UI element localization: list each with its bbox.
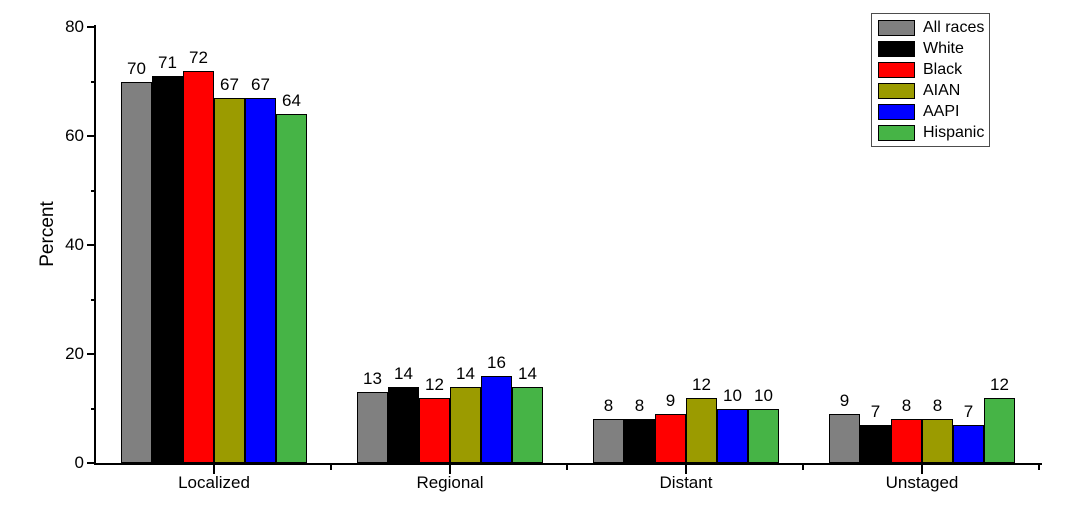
y-axis-major-tick bbox=[87, 26, 96, 28]
bar-hispanic bbox=[276, 114, 307, 463]
bar-value-label: 12 bbox=[692, 374, 711, 394]
legend-swatch bbox=[878, 19, 915, 36]
bar-black bbox=[891, 419, 922, 463]
bar-white bbox=[624, 419, 655, 463]
bar-value-label: 10 bbox=[754, 385, 773, 405]
bar-all-races bbox=[593, 419, 624, 463]
y-axis-tick-label: 40 bbox=[65, 235, 84, 254]
legend-swatch bbox=[878, 103, 915, 120]
category-label: Localized bbox=[178, 473, 250, 492]
bar-white bbox=[388, 386, 419, 463]
x-axis-major-tick bbox=[685, 465, 687, 474]
bar-value-label: 67 bbox=[251, 74, 270, 94]
legend-swatch bbox=[878, 124, 915, 141]
category-label: Unstaged bbox=[885, 473, 959, 492]
y-axis-major-tick bbox=[87, 244, 96, 246]
legend-item: Black bbox=[878, 59, 984, 80]
bar-value-label: 8 bbox=[603, 396, 614, 416]
x-axis-minor-tick bbox=[802, 465, 804, 470]
bar-aapi bbox=[717, 408, 748, 463]
bar-white bbox=[152, 76, 183, 463]
y-axis-major-tick bbox=[87, 135, 96, 137]
legend-item-label: White bbox=[923, 39, 964, 57]
bar-all-races bbox=[829, 413, 860, 463]
y-axis-minor-tick bbox=[91, 189, 96, 192]
bar-value-label: 12 bbox=[990, 374, 1009, 394]
bar-all-races bbox=[121, 81, 152, 463]
y-axis-tick-label: 60 bbox=[65, 126, 84, 145]
bar-value-label: 13 bbox=[363, 369, 382, 389]
bar-value-label: 14 bbox=[518, 363, 537, 383]
y-axis-title: Percent bbox=[37, 201, 58, 267]
x-axis-major-tick bbox=[213, 465, 215, 474]
y-axis-tick-label: 0 bbox=[74, 453, 84, 472]
bar-aapi bbox=[245, 97, 276, 463]
bar-value-label: 67 bbox=[220, 74, 239, 94]
bar-aapi bbox=[481, 375, 512, 463]
y-axis-tick-label: 20 bbox=[65, 344, 84, 363]
legend-swatch bbox=[878, 40, 915, 57]
legend-item-label: AIAN bbox=[923, 81, 961, 99]
legend: All races White Black AIAN AAPI Hispanic bbox=[871, 13, 991, 147]
legend-swatch bbox=[878, 61, 915, 78]
bar-value-label: 7 bbox=[870, 401, 881, 421]
bar-value-label: 72 bbox=[189, 47, 208, 67]
bar-black bbox=[419, 397, 450, 463]
bar-value-label: 10 bbox=[723, 385, 742, 405]
bar-black bbox=[655, 413, 686, 463]
bar-aian bbox=[922, 419, 953, 463]
y-axis-tick-label: 80 bbox=[65, 17, 84, 36]
bar-value-label: 8 bbox=[932, 396, 943, 416]
legend-item-label: All races bbox=[923, 18, 985, 36]
x-axis bbox=[94, 463, 1042, 465]
bar-value-label: 12 bbox=[425, 374, 444, 394]
bar-value-label: 14 bbox=[394, 363, 413, 383]
bar-value-label: 9 bbox=[665, 390, 676, 410]
x-axis-major-tick bbox=[921, 465, 923, 474]
bar-value-label: 9 bbox=[839, 390, 850, 410]
legend-item: AAPI bbox=[878, 101, 984, 122]
bar-all-races bbox=[357, 392, 388, 463]
x-axis-minor-tick bbox=[330, 465, 332, 470]
y-axis-minor-tick bbox=[91, 298, 96, 301]
bar-aapi bbox=[953, 424, 984, 463]
legend-item-label: AAPI bbox=[923, 102, 960, 120]
category-label: Distant bbox=[659, 473, 713, 492]
x-axis-major-tick bbox=[449, 465, 451, 474]
bar-value-label: 16 bbox=[487, 352, 506, 372]
bar-hispanic bbox=[512, 386, 543, 463]
bar-value-label: 8 bbox=[901, 396, 912, 416]
x-axis-minor-tick bbox=[566, 465, 568, 470]
bar-value-label: 7 bbox=[963, 401, 974, 421]
legend-item: Hispanic bbox=[878, 122, 984, 143]
legend-item: AIAN bbox=[878, 80, 984, 101]
bar-value-label: 14 bbox=[456, 363, 475, 383]
bar-value-label: 71 bbox=[158, 53, 177, 73]
bar-hispanic bbox=[984, 397, 1015, 463]
bar-black bbox=[183, 70, 214, 463]
bar-value-label: 8 bbox=[634, 396, 645, 416]
legend-item-label: Black bbox=[923, 60, 963, 78]
legend-item: White bbox=[878, 38, 984, 59]
legend-item: All races bbox=[878, 17, 984, 38]
category-label: Regional bbox=[416, 473, 484, 492]
legend-swatch bbox=[878, 82, 915, 99]
bar-hispanic bbox=[748, 408, 779, 463]
bar-value-label: 64 bbox=[282, 91, 301, 111]
y-axis-major-tick bbox=[87, 353, 96, 355]
y-axis-major-tick bbox=[87, 462, 96, 464]
bar-aian bbox=[450, 386, 481, 463]
bar-value-label: 70 bbox=[127, 58, 146, 78]
bar-aian bbox=[214, 97, 245, 463]
legend-item-label: Hispanic bbox=[923, 123, 985, 141]
bar-aian bbox=[686, 397, 717, 463]
y-axis-minor-tick bbox=[91, 407, 96, 410]
x-axis-minor-tick bbox=[1038, 465, 1040, 470]
y-axis-minor-tick bbox=[91, 80, 96, 83]
bar-white bbox=[860, 424, 891, 463]
